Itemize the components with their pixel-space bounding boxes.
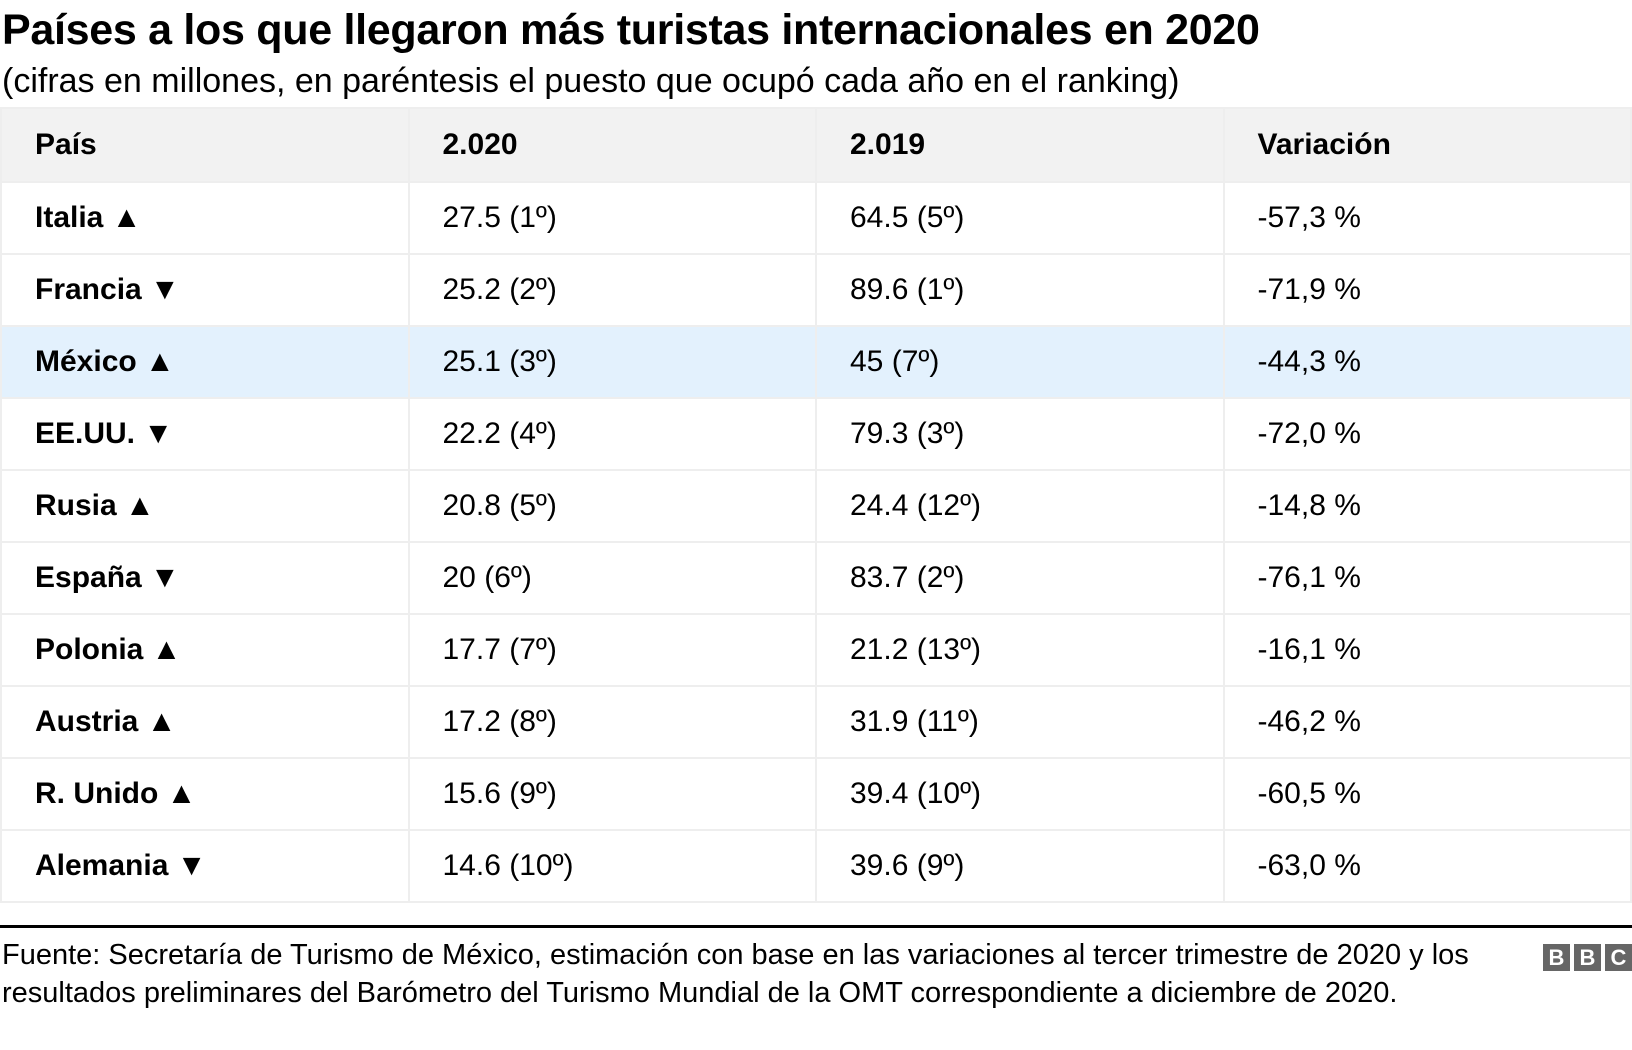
- header-country: País: [0, 107, 410, 183]
- variation-cell: -72,0 %: [1222, 397, 1632, 471]
- header-2020: 2.020: [407, 107, 817, 183]
- value-2019-cell: 24.4 (12º): [815, 469, 1225, 543]
- country-cell: R. Unido ▲: [0, 757, 410, 831]
- table-row: México ▲ 25.1 (3º) 45 (7º) -44,3 %: [0, 325, 1632, 399]
- variation-cell: -14,8 %: [1222, 469, 1632, 543]
- variation-cell: -76,1 %: [1222, 541, 1632, 615]
- country-cell: España ▼: [0, 541, 410, 615]
- footer-divider: [0, 925, 1632, 928]
- tourism-table: País 2.020 2.019 Variación Italia ▲ 27.5 …: [0, 107, 1632, 903]
- value-2019-cell: 31.9 (11º): [815, 685, 1225, 759]
- variation-cell: -60,5 %: [1222, 757, 1632, 831]
- variation-cell: -46,2 %: [1222, 685, 1632, 759]
- logo-letter: C: [1605, 944, 1632, 971]
- header-2019: 2.019: [815, 107, 1225, 183]
- table-row: Francia ▼ 25.2 (2º) 89.6 (1º) -71,9 %: [0, 253, 1632, 327]
- header-variation: Variación: [1222, 107, 1632, 183]
- country-cell: Polonia ▲: [0, 613, 410, 687]
- variation-cell: -16,1 %: [1222, 613, 1632, 687]
- table-row: Italia ▲ 27.5 (1º) 64.5 (5º) -57,3 %: [0, 181, 1632, 255]
- table-row: Rusia ▲ 20.8 (5º) 24.4 (12º) -14,8 %: [0, 469, 1632, 543]
- value-2019-cell: 21.2 (13º): [815, 613, 1225, 687]
- country-cell: Francia ▼: [0, 253, 410, 327]
- value-2020-cell: 25.1 (3º): [407, 325, 817, 399]
- variation-cell: -44,3 %: [1222, 325, 1632, 399]
- value-2019-cell: 45 (7º): [815, 325, 1225, 399]
- value-2020-cell: 27.5 (1º): [407, 181, 817, 255]
- country-cell: Italia ▲: [0, 181, 410, 255]
- country-cell: Alemania ▼: [0, 829, 410, 903]
- country-cell: Rusia ▲: [0, 469, 410, 543]
- value-2019-cell: 79.3 (3º): [815, 397, 1225, 471]
- table-row: Polonia ▲ 17.7 (7º) 21.2 (13º) -16,1 %: [0, 613, 1632, 687]
- country-cell: EE.UU. ▼: [0, 397, 410, 471]
- page-title: Países a los que llegaron más turistas i…: [2, 6, 1260, 54]
- table-row: R. Unido ▲ 15.6 (9º) 39.4 (10º) -60,5 %: [0, 757, 1632, 831]
- logo-letter: B: [1574, 944, 1601, 971]
- value-2020-cell: 22.2 (4º): [407, 397, 817, 471]
- value-2020-cell: 25.2 (2º): [407, 253, 817, 327]
- table-row: Austria ▲ 17.2 (8º) 31.9 (11º) -46,2 %: [0, 685, 1632, 759]
- country-cell: México ▲: [0, 325, 410, 399]
- value-2020-cell: 17.7 (7º): [407, 613, 817, 687]
- source-note: Fuente: Secretaría de Turismo de México,…: [2, 939, 1469, 1009]
- table-row: EE.UU. ▼ 22.2 (4º) 79.3 (3º) -72,0 %: [0, 397, 1632, 471]
- variation-cell: -71,9 %: [1222, 253, 1632, 327]
- bbc-logo: B B C: [1543, 944, 1632, 971]
- variation-cell: -57,3 %: [1222, 181, 1632, 255]
- value-2020-cell: 15.6 (9º): [407, 757, 817, 831]
- variation-cell: -63,0 %: [1222, 829, 1632, 903]
- value-2019-cell: 39.6 (9º): [815, 829, 1225, 903]
- value-2019-cell: 39.4 (10º): [815, 757, 1225, 831]
- value-2019-cell: 83.7 (2º): [815, 541, 1225, 615]
- logo-letter: B: [1543, 944, 1570, 971]
- value-2019-cell: 64.5 (5º): [815, 181, 1225, 255]
- value-2020-cell: 14.6 (10º): [407, 829, 817, 903]
- value-2020-cell: 20.8 (5º): [407, 469, 817, 543]
- page-subtitle: (cifras en millones, en paréntesis el pu…: [2, 62, 1180, 100]
- table-row: España ▼ 20 (6º) 83.7 (2º) -76,1 %: [0, 541, 1632, 615]
- value-2020-cell: 20 (6º): [407, 541, 817, 615]
- table-row: Alemania ▼ 14.6 (10º) 39.6 (9º) -63,0 %: [0, 829, 1632, 903]
- value-2019-cell: 89.6 (1º): [815, 253, 1225, 327]
- value-2020-cell: 17.2 (8º): [407, 685, 817, 759]
- table-header-row: País 2.020 2.019 Variación: [0, 107, 1632, 183]
- country-cell: Austria ▲: [0, 685, 410, 759]
